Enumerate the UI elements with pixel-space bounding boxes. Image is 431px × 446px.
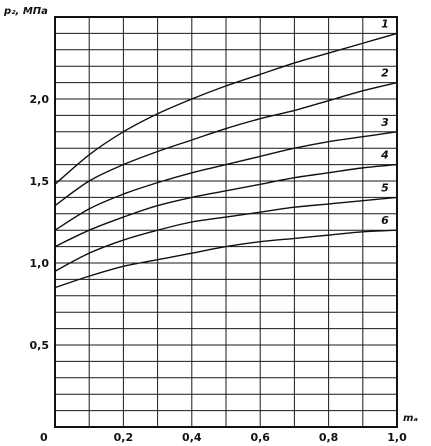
- x-tick-label: 0,8: [319, 431, 339, 444]
- series-label-1: 1: [381, 17, 389, 30]
- series-label-2: 2: [381, 67, 389, 80]
- y-tick-label: 0,5: [30, 339, 50, 352]
- x-tick-label: 1,0: [387, 431, 407, 444]
- series-line-1: [54, 32, 398, 185]
- y-tick-label: 1,5: [30, 175, 50, 188]
- x-axis-label: mₐ: [403, 413, 418, 424]
- y-tick-label: 1,0: [30, 257, 50, 270]
- series-line-6: [54, 229, 398, 289]
- y-axis-label: p₂, МПа: [3, 6, 48, 17]
- x-tick-label: 0,6: [250, 431, 270, 444]
- y-tick-label: 2,0: [30, 93, 50, 106]
- series-curves: [54, 32, 398, 289]
- x-tick-label: 0: [40, 431, 48, 444]
- series-line-2: [54, 81, 398, 207]
- x-tick-label: 0,2: [114, 431, 134, 444]
- series-line-5: [54, 196, 398, 272]
- series-label-5: 5: [381, 181, 389, 194]
- chart-labels: 1 2 3 4 5 6 0,5 1,0 1,5 2,0 0 0,2 0,4 0,6 0,8 1,0: [30, 17, 408, 444]
- series-label-4: 4: [380, 149, 389, 162]
- x-tick-label: 0,4: [182, 431, 202, 444]
- grid-lines: [55, 17, 397, 427]
- series-line-4: [54, 163, 398, 248]
- series-label-3: 3: [381, 116, 389, 129]
- plot-frame: [54, 16, 398, 428]
- series-label-6: 6: [381, 214, 389, 227]
- series-line-3: [54, 131, 398, 231]
